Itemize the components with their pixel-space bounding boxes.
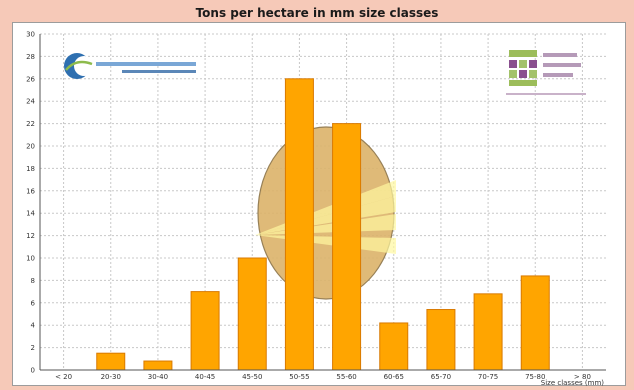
bar (379, 322, 409, 371)
bar (332, 123, 362, 371)
y-tick-label: 26 (26, 75, 35, 83)
bar (96, 352, 126, 371)
x-tick-label: 55-60 (336, 373, 356, 381)
x-tick-label: 50-55 (289, 373, 309, 381)
x-tick-label: > 80 (574, 373, 591, 381)
company-logo-left (64, 53, 196, 79)
x-tick-label: 60-65 (384, 373, 404, 381)
bar (284, 78, 314, 371)
x-tick-label: < 20 (55, 373, 72, 381)
y-tick-label: 18 (26, 165, 35, 173)
y-tick-label: 20 (26, 143, 35, 151)
y-tick-label: 24 (26, 98, 35, 106)
bars-layer (96, 78, 550, 371)
potato-logo (255, 126, 396, 300)
y-tick-label: 0 (31, 367, 35, 375)
x-tick-label: 75-80 (525, 373, 545, 381)
company-logo-right (506, 50, 586, 95)
bar (473, 293, 503, 371)
x-axis-unit-label: Size classes (mm) (541, 379, 605, 387)
y-tick-label: 22 (26, 120, 35, 128)
bar (237, 257, 267, 371)
x-tick-label: 70-75 (478, 373, 498, 381)
y-tick-label: 12 (26, 232, 35, 240)
y-tick-label: 8 (31, 277, 35, 285)
y-tick-label: 28 (26, 53, 35, 61)
x-tick-label: 45-50 (242, 373, 262, 381)
chart-title: Tons per hectare in mm size classes (195, 6, 439, 20)
y-tick-label: 16 (26, 187, 35, 195)
x-tick-label: 30-40 (148, 373, 168, 381)
bar (143, 360, 173, 371)
x-tick-label: 20-30 (101, 373, 121, 381)
y-tick-label: 4 (31, 322, 36, 330)
y-tick-label: 6 (31, 299, 36, 307)
y-tick-label: 2 (31, 344, 35, 352)
bar (190, 291, 220, 371)
y-tick-label: 30 (26, 31, 35, 39)
bar (426, 309, 456, 371)
y-tick-label: 10 (26, 255, 35, 263)
x-tick-label: 40-45 (195, 373, 215, 381)
x-tick-label: 65-70 (431, 373, 451, 381)
y-tick-label: 14 (26, 210, 35, 218)
bar (520, 275, 550, 371)
